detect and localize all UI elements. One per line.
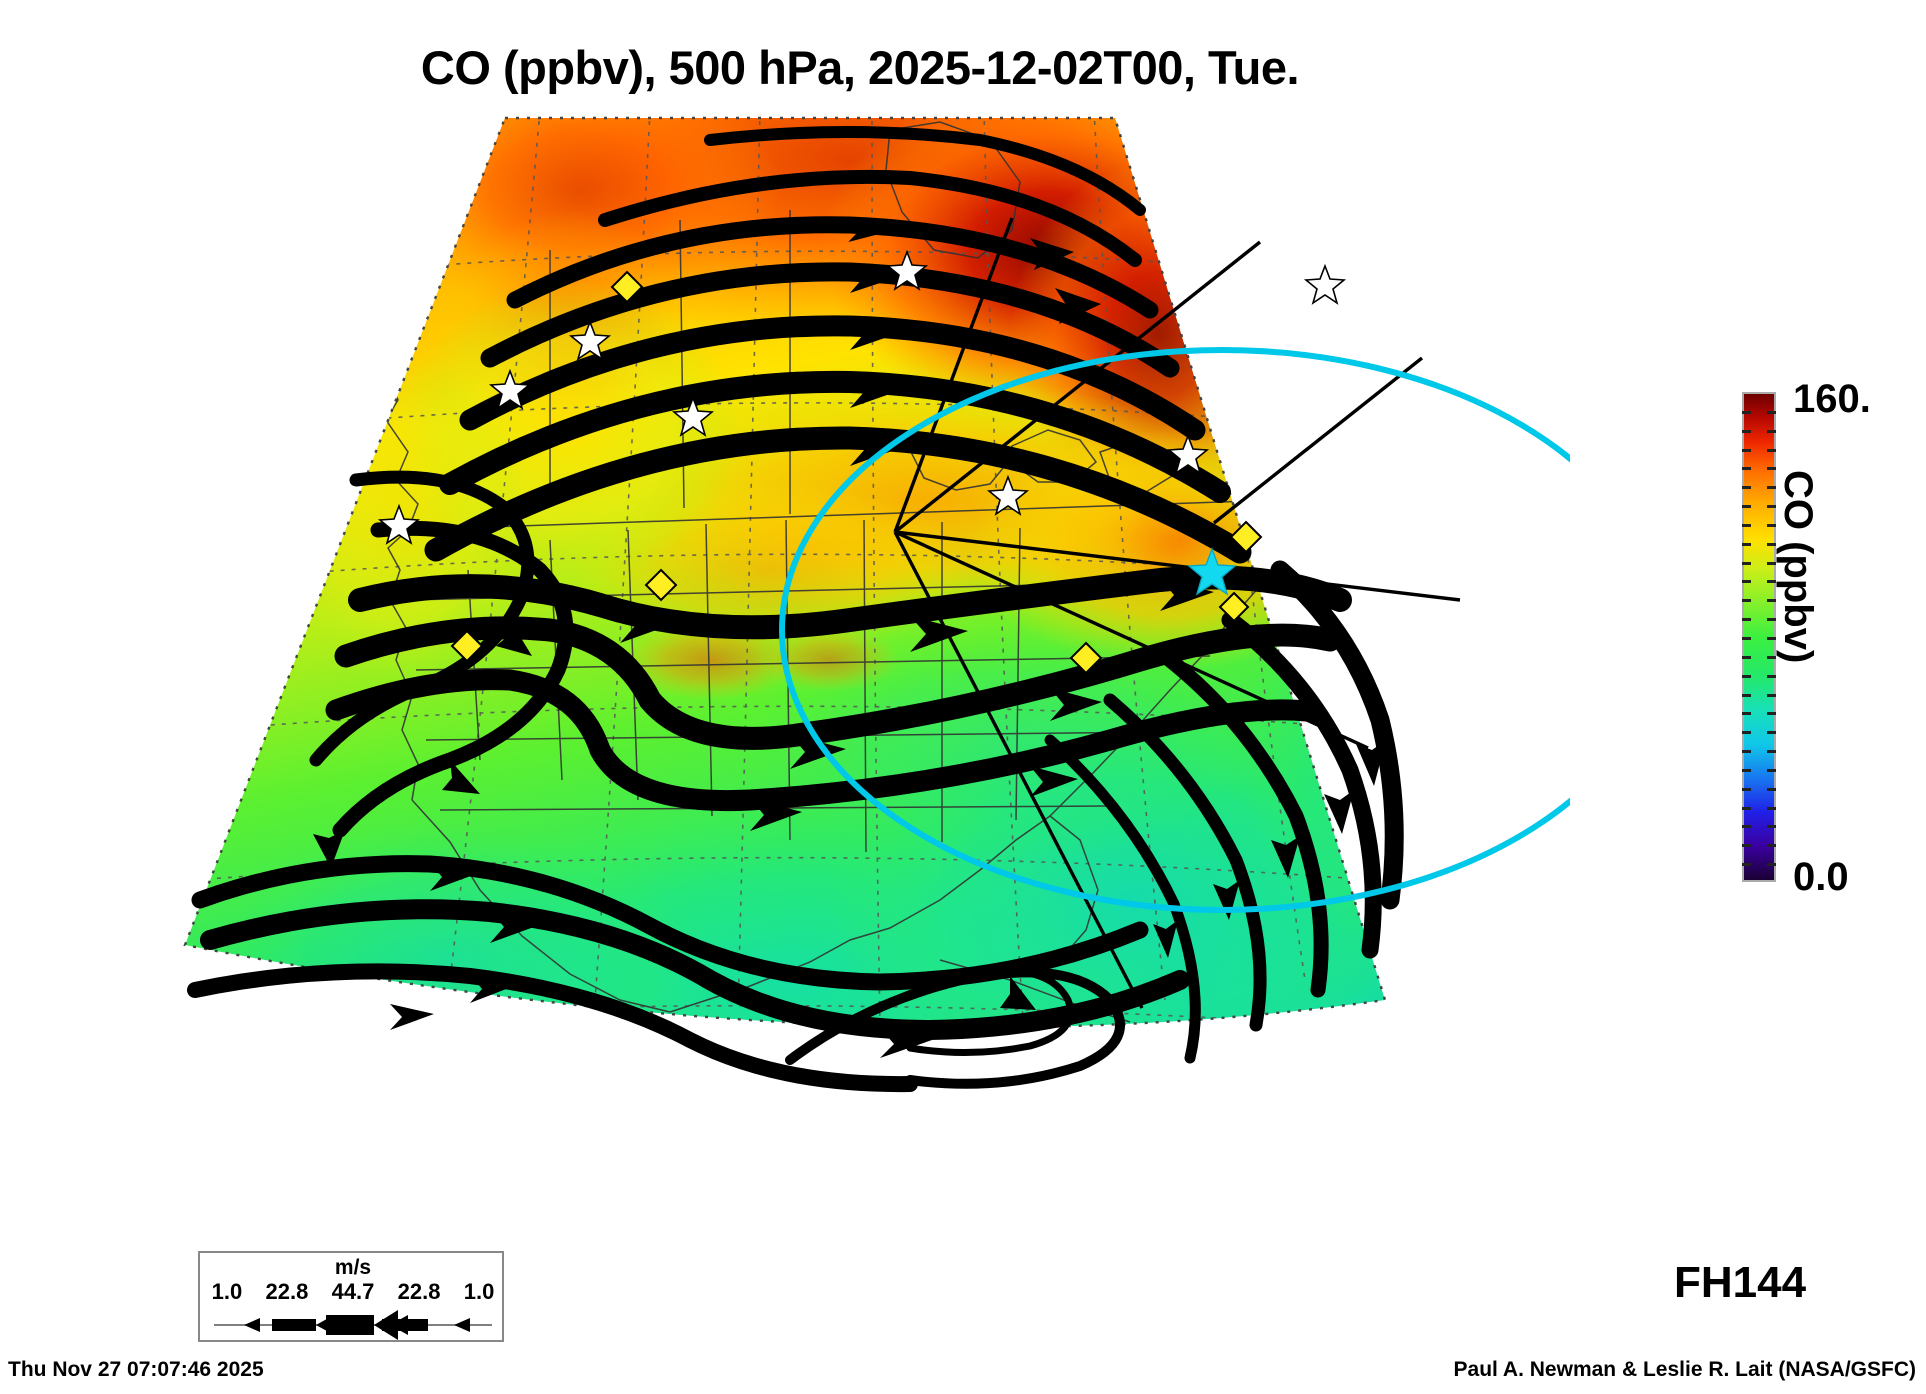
white-star-marker[interactable] — [377, 249, 1347, 545]
colorbar-tick — [1742, 768, 1751, 772]
colorbar-tick — [1742, 637, 1751, 640]
range-circle — [779, 347, 1570, 913]
colorbar-tick — [1767, 523, 1776, 527]
colorbar[interactable] — [1742, 392, 1776, 882]
colorbar-tick — [1742, 448, 1751, 452]
colorbar-tick — [1742, 599, 1751, 603]
cyan-station-star-icon[interactable] — [1187, 547, 1237, 596]
colorbar-tick — [1767, 806, 1776, 810]
colorbar-max-label: 160. — [1793, 377, 1871, 421]
colorbar-tick — [1767, 618, 1776, 622]
map-panel[interactable] — [150, 100, 1570, 1160]
colorbar-tick — [1767, 674, 1776, 678]
author-credit: Paul A. Newman & Leslie R. Lait (NASA/GS… — [1453, 1358, 1916, 1381]
colorbar-tick — [1742, 750, 1751, 754]
colorbar-tick — [1742, 787, 1751, 791]
page-title: CO (ppbv), 500 hPa, 2025-12-02T00, Tue. — [420, 41, 1300, 94]
colorbar-axis-label: CO (ppbv) — [1776, 470, 1820, 664]
colorbar-tick — [1767, 825, 1776, 829]
colorbar-tick — [1767, 542, 1776, 546]
colorbar-tick — [1742, 429, 1751, 433]
colorbar-tick — [1742, 410, 1751, 414]
colorbar-tick — [1742, 486, 1751, 490]
colorbar-tick — [1767, 844, 1776, 848]
wind-unit-label: m/s — [334, 1256, 372, 1279]
generation-timestamp: Thu Nov 27 07:07:46 2025 — [8, 1358, 264, 1381]
colorbar-tick — [1742, 712, 1751, 716]
wind-value: 1.0 — [211, 1279, 243, 1304]
streamline-arrowheads — [313, 218, 1386, 1058]
colorbar-tick — [1767, 863, 1776, 867]
colorbar-tick — [1767, 787, 1776, 791]
colorbar-tick — [1742, 523, 1751, 527]
colorbar-tick — [1742, 844, 1751, 848]
colorbar-tick — [1742, 655, 1751, 659]
wind-speed-legend: m/s 1.0 22.8 44.7 22.8 1.0 — [198, 1251, 504, 1342]
colorbar-tick — [1767, 561, 1776, 565]
wind-arrow-scale-icon — [214, 1310, 492, 1340]
colorbar-tick — [1742, 542, 1751, 546]
colorbar-tick — [1767, 599, 1776, 603]
colorbar-tick — [1742, 674, 1751, 678]
site-markers[interactable] — [377, 249, 1347, 675]
colorbar-tick — [1767, 467, 1776, 471]
colorbar-tick — [1742, 561, 1751, 565]
colorbar-min-label: 0.0 — [1793, 855, 1849, 899]
colorbar-tick — [1742, 863, 1751, 867]
colorbar-tick — [1767, 731, 1776, 735]
colorbar-tick — [1742, 825, 1751, 829]
colorbar-tick — [1767, 580, 1776, 584]
colorbar-tick — [1767, 410, 1776, 414]
map-canvas[interactable] — [150, 100, 1570, 1160]
colorbar-tick — [1767, 637, 1776, 640]
colorbar-tick — [1767, 693, 1776, 697]
colorbar-tick — [1767, 712, 1776, 716]
colorbar-tick — [1767, 768, 1776, 772]
wind-value: 1.0 — [463, 1279, 495, 1304]
colorbar-tick — [1767, 448, 1776, 452]
colorbar-tick — [1742, 467, 1751, 471]
colorbar-tick — [1767, 486, 1776, 490]
forecast-hour-label: FH144 — [1674, 1258, 1807, 1307]
colorbar-tick — [1742, 505, 1751, 509]
colorbar-tick — [1767, 655, 1776, 659]
colorbar-tick — [1742, 618, 1751, 622]
colorbar-tick — [1767, 505, 1776, 509]
flight-tracks — [893, 217, 1461, 1009]
colorbar-tick — [1742, 693, 1751, 697]
colorbar-tick — [1742, 731, 1751, 735]
colorbar-tick — [1742, 580, 1751, 584]
colorbar-tick — [1767, 429, 1776, 433]
wind-value-labels: 1.0 22.8 44.7 22.8 1.0 — [200, 1279, 506, 1305]
yellow-diamond-marker[interactable] — [450, 270, 1263, 675]
colorbar-tick — [1742, 806, 1751, 810]
wind-value: 22.8 — [397, 1279, 441, 1304]
wind-value: 44.7 — [331, 1279, 375, 1304]
colorbar-tick — [1767, 750, 1776, 754]
wind-value: 22.8 — [265, 1279, 309, 1304]
